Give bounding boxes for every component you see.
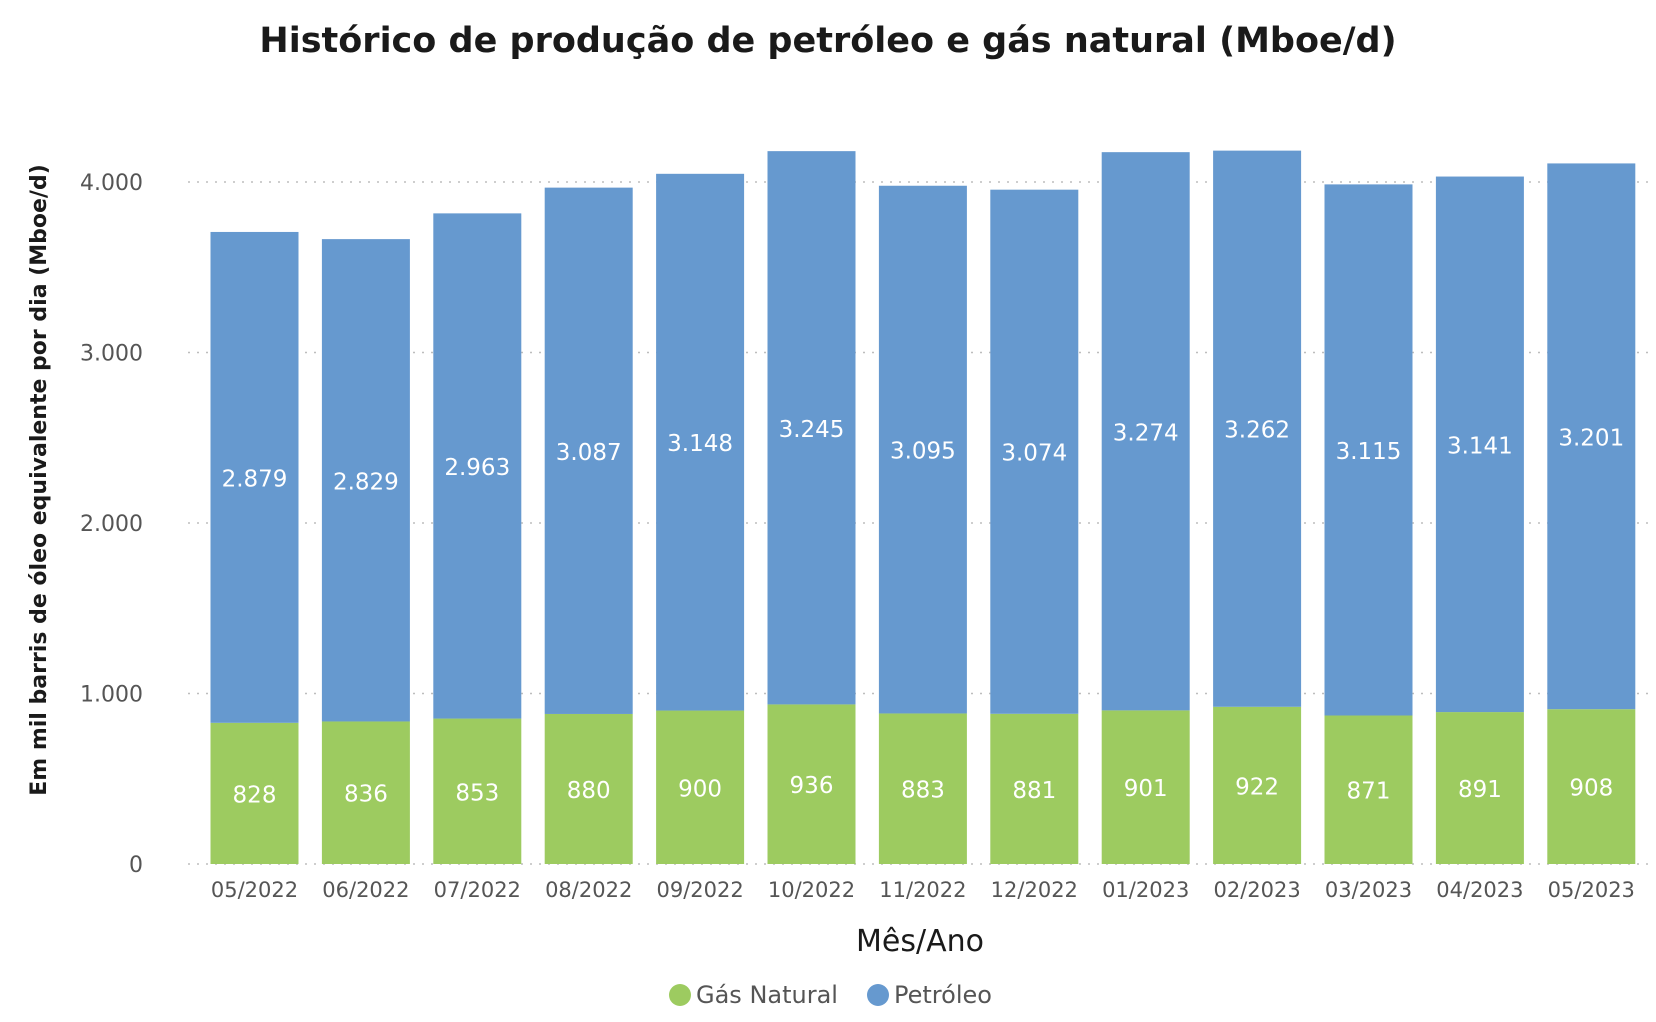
data-label-petroleo: 3.074 bbox=[1001, 441, 1067, 467]
bars-layer bbox=[210, 150, 1636, 864]
y-axis-title: Em mil barris de óleo equivalente por di… bbox=[27, 164, 52, 796]
data-label-petroleo: 2.963 bbox=[444, 455, 510, 481]
bar-petroleo-11/2022 bbox=[878, 185, 967, 714]
bar-petroleo-04/2023 bbox=[1435, 176, 1524, 713]
data-label-gas-natural: 900 bbox=[678, 776, 722, 802]
data-label-petroleo: 3.087 bbox=[556, 440, 622, 466]
data-label-petroleo: 3.115 bbox=[1336, 439, 1402, 465]
data-label-gas-natural: 853 bbox=[455, 780, 499, 806]
x-tick-label: 05/2022 bbox=[211, 878, 298, 902]
bar-petroleo-03/2023 bbox=[1324, 184, 1413, 716]
bar-gas-natural-07/2022 bbox=[433, 718, 522, 864]
y-tick-label: 0 bbox=[129, 853, 143, 878]
bar-gas-natural-06/2022 bbox=[321, 721, 410, 864]
data-label-petroleo: 3.148 bbox=[667, 431, 733, 457]
y-tick-label: 3.000 bbox=[80, 342, 143, 367]
data-label-petroleo: 3.245 bbox=[779, 417, 845, 443]
data-label-gas-natural: 883 bbox=[901, 778, 945, 804]
chart-title: Histórico de produção de petróleo e gás … bbox=[259, 21, 1396, 61]
x-tick-label: 07/2022 bbox=[434, 878, 521, 902]
data-label-gas-natural: 936 bbox=[790, 773, 834, 799]
data-label-gas-natural: 908 bbox=[1569, 776, 1613, 802]
data-label-petroleo: 3.095 bbox=[890, 439, 956, 465]
x-tick-label: 12/2022 bbox=[991, 878, 1078, 902]
legend-label-gas-natural: Gás Natural bbox=[696, 981, 838, 1009]
y-tick-label: 1.000 bbox=[80, 683, 143, 708]
bar-gas-natural-05/2023 bbox=[1547, 709, 1636, 864]
bar-petroleo-09/2022 bbox=[656, 173, 745, 711]
data-label-petroleo: 2.879 bbox=[222, 466, 288, 492]
bar-petroleo-05/2022 bbox=[210, 231, 299, 723]
x-tick-label: 04/2023 bbox=[1436, 878, 1523, 902]
bar-petroleo-07/2022 bbox=[433, 213, 522, 719]
x-tick-label: 10/2022 bbox=[768, 878, 855, 902]
data-label-gas-natural: 880 bbox=[567, 778, 611, 804]
x-tick-label: 06/2022 bbox=[322, 878, 409, 902]
data-label-petroleo: 3.274 bbox=[1113, 420, 1179, 446]
bar-petroleo-01/2023 bbox=[1101, 152, 1190, 711]
x-tick-label: 08/2022 bbox=[545, 878, 632, 902]
x-tick-label: 11/2022 bbox=[879, 878, 966, 902]
x-ticks-layer: 05/2022 06/2022 07/2022 08/2022 09/2022 10/20… bbox=[211, 878, 1635, 902]
x-tick-label: 03/2023 bbox=[1325, 878, 1412, 902]
x-tick-label: 02/2023 bbox=[1213, 878, 1300, 902]
data-label-gas-natural: 881 bbox=[1012, 778, 1056, 804]
bar-gas-natural-03/2023 bbox=[1324, 715, 1413, 864]
bar-petroleo-12/2022 bbox=[990, 189, 1079, 714]
bar-petroleo-10/2022 bbox=[767, 151, 856, 705]
data-label-petroleo: 3.262 bbox=[1224, 418, 1290, 444]
data-label-gas-natural: 828 bbox=[233, 782, 277, 808]
data-label-gas-natural: 891 bbox=[1458, 777, 1502, 803]
x-axis-title: Mês/Ano bbox=[856, 924, 984, 959]
bar-petroleo-02/2023 bbox=[1213, 150, 1302, 707]
x-tick-label: 05/2023 bbox=[1548, 878, 1635, 902]
bar-gas-natural-09/2022 bbox=[656, 710, 745, 864]
x-tick-label: 09/2022 bbox=[656, 878, 743, 902]
bar-petroleo-05/2023 bbox=[1547, 163, 1636, 710]
legend-label-petroleo: Petróleo bbox=[894, 981, 992, 1009]
legend-marker-petroleo bbox=[867, 984, 889, 1006]
bar-gas-natural-10/2022 bbox=[767, 704, 856, 864]
x-tick-label: 01/2023 bbox=[1102, 878, 1189, 902]
legend-marker-gas-natural bbox=[669, 984, 691, 1006]
data-label-petroleo: 3.141 bbox=[1447, 433, 1513, 459]
data-label-petroleo: 2.829 bbox=[333, 469, 399, 495]
bar-gas-natural-12/2022 bbox=[990, 713, 1079, 864]
bar-gas-natural-04/2023 bbox=[1435, 712, 1524, 864]
bar-gas-natural-11/2022 bbox=[878, 713, 967, 864]
bar-petroleo-06/2022 bbox=[321, 239, 410, 722]
data-label-gas-natural: 901 bbox=[1124, 776, 1168, 802]
bar-gas-natural-02/2023 bbox=[1213, 706, 1302, 864]
data-label-gas-natural: 871 bbox=[1347, 779, 1391, 805]
data-label-gas-natural: 922 bbox=[1235, 774, 1279, 800]
grid-layer: 0 1.000 2.000 3.000 4.000 bbox=[80, 171, 1652, 878]
bar-petroleo-08/2022 bbox=[544, 187, 633, 714]
y-tick-label: 4.000 bbox=[80, 171, 143, 196]
bar-gas-natural-08/2022 bbox=[544, 713, 633, 864]
legend: Gás Natural Petróleo bbox=[669, 981, 992, 1009]
y-tick-label: 2.000 bbox=[80, 512, 143, 537]
bar-gas-natural-05/2022 bbox=[210, 722, 299, 864]
data-label-petroleo: 3.201 bbox=[1558, 425, 1624, 451]
data-label-gas-natural: 836 bbox=[344, 782, 388, 808]
data-labels-layer: 828 2.879 836 2.829 853 2.963 880 3.087 900 3.148… bbox=[222, 417, 1625, 809]
bar-gas-natural-01/2023 bbox=[1101, 710, 1190, 864]
